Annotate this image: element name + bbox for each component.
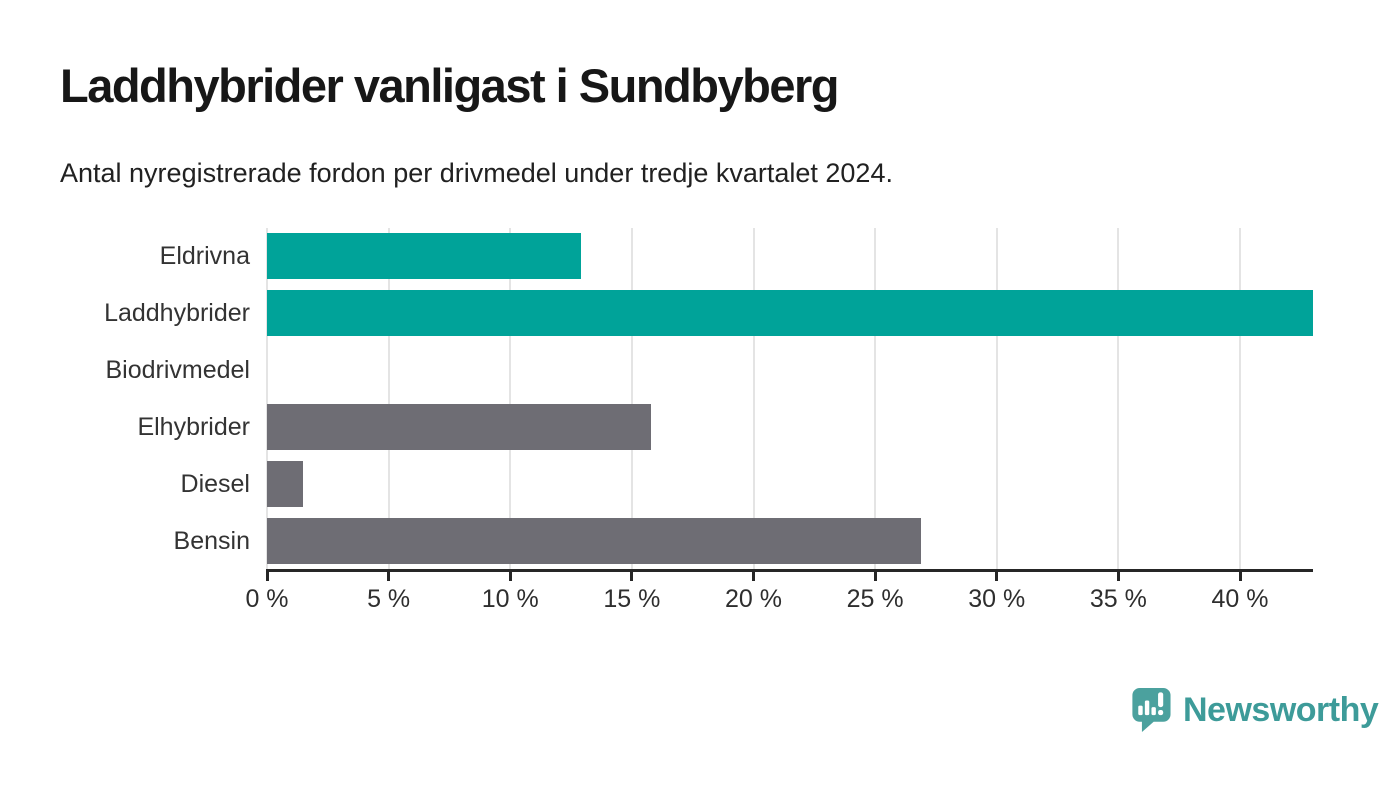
bar-diesel bbox=[267, 460, 304, 507]
x-axis-tick bbox=[873, 572, 877, 581]
x-axis-tick-label: 40 % bbox=[1211, 585, 1269, 613]
gridline bbox=[1239, 228, 1242, 569]
gridline bbox=[266, 228, 268, 569]
gridline bbox=[387, 228, 390, 569]
x-axis-tick-label: 20 % bbox=[725, 585, 782, 613]
gridline bbox=[630, 228, 633, 569]
category-label-diesel: Diesel bbox=[180, 469, 250, 498]
bar-chart-plot-area: Eldrivna Laddhybrider Biodrivmedel Elhybrid… bbox=[0, 228, 1400, 569]
x-axis-tick bbox=[630, 572, 634, 581]
newsworthy-logo: Newsworthy bbox=[1128, 686, 1379, 734]
x-axis-tick-label: 0 % bbox=[245, 585, 289, 613]
gridline bbox=[752, 228, 755, 569]
category-label-eldrivna: Eldrivna bbox=[159, 242, 250, 271]
x-axis-tick bbox=[995, 572, 999, 581]
x-axis-tick bbox=[508, 572, 512, 581]
newsworthy-pin-barchart-icon bbox=[1132, 688, 1171, 732]
bar-eldrivna bbox=[267, 233, 581, 280]
gridline bbox=[1117, 228, 1120, 569]
x-axis-tick bbox=[752, 572, 755, 581]
x-axis-tick bbox=[1116, 572, 1120, 581]
x-axis-tick bbox=[1238, 572, 1242, 581]
x-axis-tick bbox=[387, 572, 391, 581]
x-axis-line bbox=[266, 569, 1313, 572]
chart-subtitle: Antal nyregistrerade fordon per drivmede… bbox=[60, 158, 893, 188]
gridline bbox=[995, 228, 998, 569]
x-axis-tick-label: 35 % bbox=[1089, 585, 1147, 613]
x-axis-tick-label: 5 % bbox=[367, 585, 411, 613]
bar-elhybrider bbox=[267, 403, 652, 450]
chart-title: Laddhybrider vanligast i Sundbyberg bbox=[60, 59, 839, 112]
category-label-bensin: Bensin bbox=[173, 526, 250, 555]
category-label-biodrivmedel: Biodrivmedel bbox=[105, 356, 250, 385]
x-axis-tick-label: 10 % bbox=[481, 585, 539, 613]
bar-bensin bbox=[267, 517, 922, 564]
x-axis-tick bbox=[265, 572, 269, 581]
category-label-elhybrider: Elhybrider bbox=[137, 412, 250, 441]
bar-laddhybrider bbox=[267, 290, 1313, 337]
gridline bbox=[509, 228, 512, 569]
x-axis-tick-label: 15 % bbox=[603, 585, 661, 613]
gridline bbox=[874, 228, 877, 569]
newsworthy-wordmark: Newsworthy bbox=[1183, 690, 1379, 729]
x-axis: 0 % 5 % 10 % 15 % 20 % 25 % 30 % 35 % 40 % bbox=[0, 569, 1400, 629]
category-label-laddhybrider: Laddhybrider bbox=[104, 299, 250, 328]
x-axis-tick-label: 30 % bbox=[968, 585, 1026, 613]
x-axis-tick-label: 25 % bbox=[846, 585, 904, 613]
